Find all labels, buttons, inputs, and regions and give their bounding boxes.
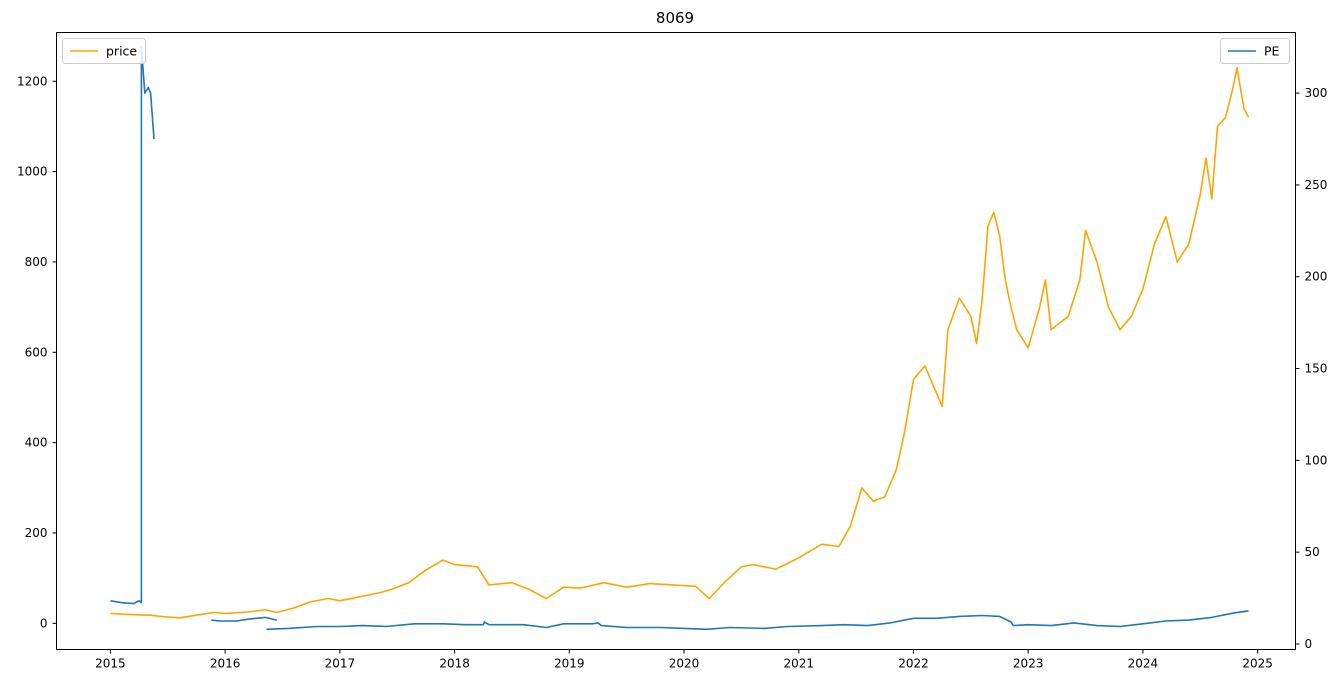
y-left-tick-label: 600 (25, 345, 48, 359)
y-left-tick-label: 800 (25, 255, 48, 269)
plot-lines (110, 46, 1250, 631)
y-right-tick-label: 200 (1305, 270, 1328, 284)
x-tick-label: 2019 (554, 657, 585, 671)
x-tick-label: 2024 (1128, 657, 1159, 671)
series-line-price (110, 66, 1250, 619)
x-tick-label: 2025 (1242, 657, 1273, 671)
chart-title: 8069 (656, 9, 694, 27)
y-left-tick-label: 0 (40, 616, 48, 630)
legend-price-label: price (106, 44, 137, 59)
y-right-tick-label: 250 (1305, 178, 1328, 192)
x-tick-label: 2016 (210, 657, 241, 671)
y-left-tick-label: 400 (25, 436, 48, 450)
legend-pe: PE (1220, 38, 1290, 64)
y-left-tick-label: 200 (25, 526, 48, 540)
series-line-pe (211, 616, 277, 622)
plot-frame (56, 32, 1296, 650)
x-tick-label: 2023 (1013, 657, 1044, 671)
x-tick-label: 2022 (898, 657, 929, 671)
series-line-pe (110, 46, 155, 605)
x-tick-label: 2018 (439, 657, 470, 671)
y-right-tick-label: 100 (1305, 453, 1328, 467)
x-tick-label: 2021 (783, 657, 814, 671)
y-right-tick-label: 50 (1305, 545, 1320, 559)
y-left-axis: 0 200 400 600 800 1000 1200 (17, 74, 57, 630)
y-right-tick-label: 150 (1305, 362, 1328, 376)
y-right-axis: 0 50 100 150 200 250 300 (1295, 86, 1328, 651)
x-tick-label: 2020 (669, 657, 700, 671)
legend-price: price (62, 38, 146, 64)
x-tick-label: 2017 (325, 657, 356, 671)
y-right-tick-label: 300 (1305, 86, 1328, 100)
x-axis: 2015 2016 2017 2018 2019 2020 2021 2022 2023 2024… (95, 649, 1273, 671)
y-left-tick-label: 1200 (17, 74, 48, 88)
legend-pe-label: PE (1264, 44, 1280, 59)
y-right-tick-label: 0 (1305, 637, 1313, 651)
series-line-pe (266, 610, 1249, 631)
x-tick-label: 2015 (95, 657, 126, 671)
y-left-tick-label: 1000 (17, 165, 48, 179)
legend-price-box (62, 38, 146, 64)
